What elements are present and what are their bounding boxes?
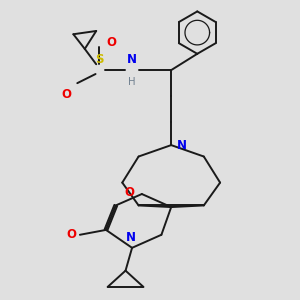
Text: O: O <box>67 228 76 241</box>
Text: O: O <box>62 88 72 101</box>
Text: S: S <box>95 53 104 66</box>
Text: O: O <box>125 186 135 199</box>
Text: O: O <box>106 36 117 49</box>
Text: H: H <box>128 77 136 87</box>
Text: N: N <box>177 139 187 152</box>
Text: N: N <box>125 231 135 244</box>
Text: N: N <box>127 53 137 66</box>
